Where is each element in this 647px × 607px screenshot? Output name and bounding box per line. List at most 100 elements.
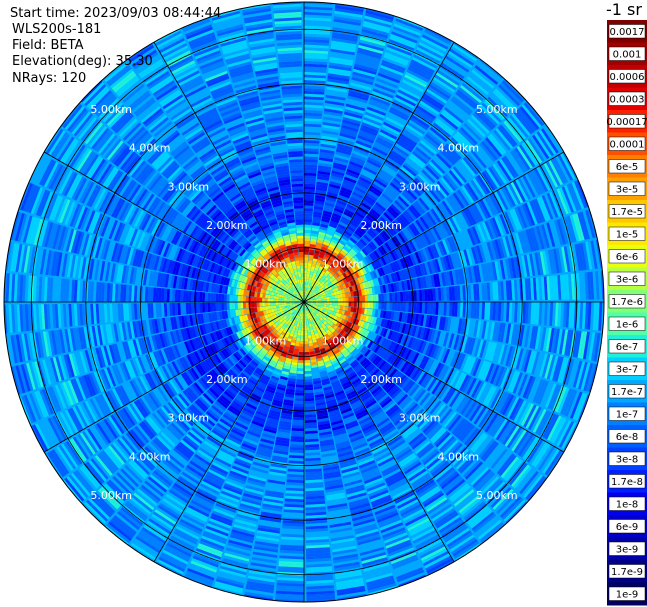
ppi-cell	[337, 242, 345, 248]
ppi-cell	[495, 127, 514, 149]
ppi-cell	[324, 253, 331, 259]
ppi-cell	[424, 213, 435, 227]
ppi-cell	[313, 269, 318, 274]
ppi-cell	[564, 185, 577, 212]
ppi-cell	[337, 262, 343, 269]
ppi-cell	[267, 302, 271, 306]
ppi-cell	[337, 223, 347, 230]
ppi-cell	[324, 100, 345, 106]
ppi-cell	[342, 213, 352, 221]
ppi-cell	[393, 99, 414, 112]
ppi-cell	[460, 250, 468, 267]
ppi-cell	[398, 312, 403, 322]
ppi-cell	[343, 288, 348, 293]
ppi-cell	[364, 295, 368, 302]
ppi-cell	[494, 161, 510, 183]
ppi-cell	[275, 299, 279, 302]
ppi-cell	[340, 302, 344, 306]
ppi-cell	[489, 218, 499, 238]
ppi-cell	[428, 129, 446, 144]
ppi-cell	[413, 109, 433, 124]
ppi-cell	[414, 177, 428, 191]
ppi-cell	[545, 161, 561, 187]
ppi-cell	[387, 111, 407, 124]
ppi-cell	[485, 137, 503, 157]
ppi-cell	[419, 216, 430, 230]
ppi-cell	[423, 167, 438, 182]
ppi-cell	[351, 266, 357, 273]
ppi-cell	[311, 290, 314, 293]
ppi-cell	[314, 290, 318, 294]
ppi-cell	[372, 206, 383, 216]
ppi-cell	[345, 292, 349, 298]
ppi-cell	[419, 249, 427, 262]
ppi-cell	[314, 294, 318, 297]
ppi-cell	[334, 231, 343, 237]
ppi-cell	[541, 195, 554, 220]
ppi-cell	[392, 201, 404, 213]
ppi-cell	[304, 362, 311, 366]
ppi-cell	[322, 241, 330, 246]
ppi-cell	[492, 281, 496, 301]
ppi-cell	[334, 298, 338, 302]
ppi-cell	[419, 289, 423, 301]
ppi-cell	[304, 153, 319, 157]
ppi-cell	[527, 278, 532, 301]
ppi-cell	[331, 238, 339, 245]
ppi-cell	[345, 106, 365, 114]
ppi-cell	[318, 159, 333, 165]
ppi-cell	[344, 230, 353, 237]
ppi-cell	[445, 255, 452, 270]
ppi-cell	[308, 260, 313, 264]
ppi-cell	[306, 273, 310, 277]
ppi-cell	[345, 206, 356, 214]
ppi-cell	[294, 398, 304, 402]
ppi-cell	[304, 66, 327, 71]
ppi-cell	[560, 302, 565, 327]
ppi-cell	[334, 13, 362, 21]
ppi-cell	[481, 221, 492, 241]
ppi-cell	[440, 111, 461, 128]
ppi-cell	[389, 292, 393, 302]
ppi-cell	[315, 303, 319, 305]
ppi-cell	[590, 240, 598, 269]
ppi-cell	[500, 82, 522, 105]
ppi-cell	[357, 226, 367, 234]
ppi-cell	[299, 346, 304, 350]
ppi-cell	[218, 302, 222, 311]
ppi-cell	[326, 302, 330, 305]
ppi-cell	[368, 154, 384, 164]
ppi-cell	[383, 190, 396, 202]
ppi-cell	[598, 302, 603, 331]
ppi-cell	[321, 290, 325, 294]
ppi-cell	[332, 302, 336, 305]
ppi-cell	[300, 335, 304, 339]
ppi-cell	[517, 107, 538, 132]
ppi-cell	[397, 170, 412, 183]
ppi-cell	[400, 291, 404, 302]
ppi-cell	[400, 133, 418, 146]
ppi-cell	[378, 293, 382, 302]
ppi-cell	[360, 221, 370, 230]
ppi-cell	[555, 247, 563, 273]
ppi-cell	[366, 288, 371, 295]
ppi-cell	[359, 223, 368, 232]
ppi-cell	[385, 210, 396, 221]
ppi-cell	[477, 60, 502, 81]
ppi-cell	[346, 252, 354, 259]
ppi-cell	[467, 266, 474, 284]
ppi-cell	[442, 256, 449, 271]
ppi-cell	[304, 260, 308, 263]
ppi-cell	[319, 286, 323, 290]
ppi-cell	[340, 186, 353, 194]
ppi-cell	[304, 186, 316, 190]
ppi-cell	[446, 171, 461, 188]
ppi-cell	[457, 318, 463, 334]
ppi-cell	[539, 196, 551, 221]
ppi-cell	[307, 271, 311, 275]
ppi-cell	[351, 312, 356, 318]
ppi-cell	[546, 222, 556, 247]
ppi-cell	[307, 291, 310, 294]
ppi-cell	[312, 281, 316, 285]
ppi-cell	[489, 321, 495, 341]
